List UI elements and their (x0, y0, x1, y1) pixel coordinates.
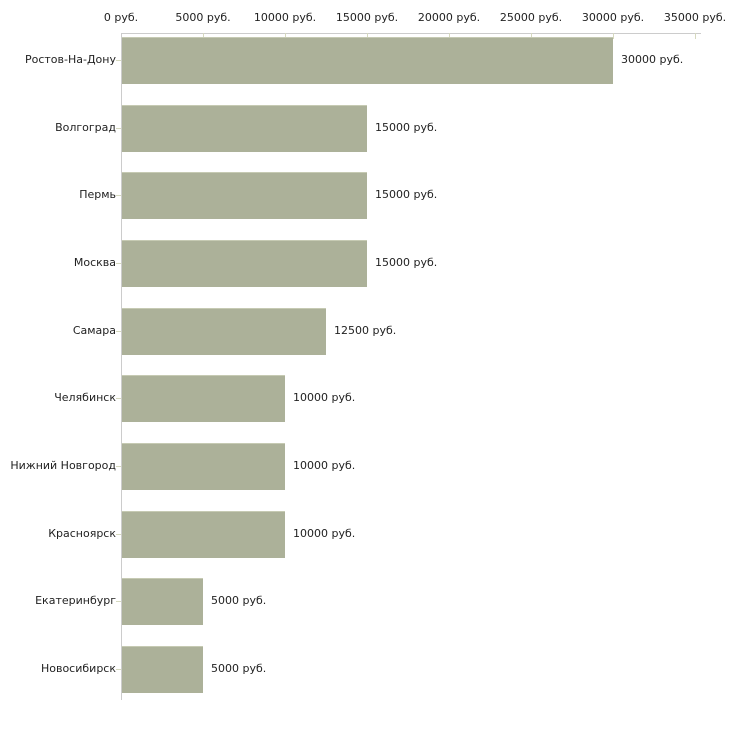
x-axis-tick-label: 30000 руб. (581, 11, 645, 24)
x-axis-tick (203, 33, 204, 39)
x-axis-tick-label: 25000 руб. (499, 11, 563, 24)
category-label: Новосибирск (40, 662, 116, 675)
category-label: Челябинск (54, 391, 116, 404)
x-axis-tick (613, 33, 614, 39)
x-axis-tick (695, 33, 696, 39)
y-axis-tick (116, 669, 121, 670)
category-label: Пермь (79, 188, 116, 201)
value-label: 10000 руб. (293, 391, 356, 404)
x-axis-tick-label: 0 руб. (103, 11, 139, 24)
value-label: 10000 руб. (293, 527, 356, 540)
y-axis-tick (116, 331, 121, 332)
category-label: Нижний Новгород (10, 459, 116, 472)
bar (122, 375, 285, 422)
x-axis-tick-label: 10000 руб. (253, 11, 317, 24)
category-label: Волгоград (55, 121, 116, 134)
value-label: 5000 руб. (211, 594, 267, 607)
x-axis-tick-label: 15000 руб. (335, 11, 399, 24)
category-label: Москва (73, 256, 116, 269)
bar (122, 172, 367, 219)
x-axis-tick-label: 35000 руб. (663, 11, 727, 24)
category-label: Самара (72, 324, 116, 337)
y-axis-tick (116, 128, 121, 129)
bar (122, 308, 326, 355)
x-axis-tick (285, 33, 286, 39)
value-label: 15000 руб. (375, 121, 438, 134)
x-axis-tick (367, 33, 368, 39)
category-label: Красноярск (48, 527, 116, 540)
bar (122, 105, 367, 152)
x-axis-tick (449, 33, 450, 39)
y-axis-tick (116, 466, 121, 467)
bar (122, 443, 285, 490)
category-label: Екатеринбург (35, 594, 116, 607)
bar (122, 240, 367, 287)
bar (122, 646, 203, 693)
y-axis-tick (116, 60, 121, 61)
bar (122, 511, 285, 558)
value-label: 15000 руб. (375, 188, 438, 201)
x-axis-tick (531, 33, 532, 39)
y-axis-line (121, 33, 122, 700)
value-label: 12500 руб. (334, 324, 397, 337)
y-axis-tick (116, 534, 121, 535)
y-axis-tick (116, 195, 121, 196)
value-label: 30000 руб. (621, 53, 684, 66)
bar (122, 37, 613, 84)
y-axis-tick (116, 601, 121, 602)
x-axis-tick-label: 20000 руб. (417, 11, 481, 24)
value-label: 5000 руб. (211, 662, 267, 675)
x-axis-line (121, 33, 701, 34)
category-label: Ростов-На-Дону (24, 53, 116, 66)
value-label: 15000 руб. (375, 256, 438, 269)
value-label: 10000 руб. (293, 459, 356, 472)
x-axis-tick-label: 5000 руб. (175, 11, 231, 24)
y-axis-tick (116, 398, 121, 399)
y-axis-tick (116, 263, 121, 264)
bar (122, 578, 203, 625)
